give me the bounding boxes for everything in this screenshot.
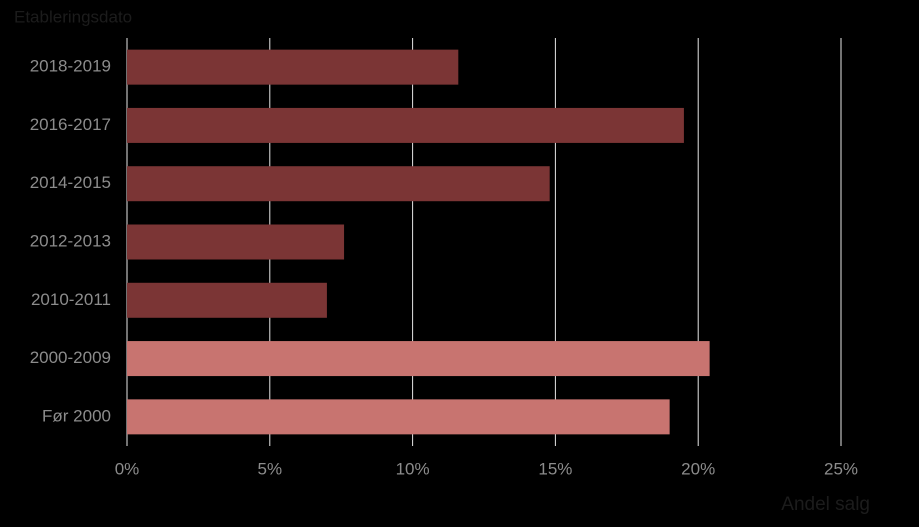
y-tick-label: 2018-2019 — [30, 57, 111, 76]
x-axis-label: Andel salg — [781, 494, 870, 515]
y-tick-label: 2000-2009 — [30, 348, 111, 367]
x-tick-label: 25% — [824, 459, 858, 478]
bar — [127, 107, 684, 143]
bar — [127, 49, 459, 85]
bar — [127, 399, 670, 435]
bar — [127, 341, 710, 377]
x-tick-label: 20% — [681, 459, 715, 478]
y-tick-label: 2016-2017 — [30, 115, 111, 134]
bar — [127, 224, 345, 260]
y-tick-label: Før 2000 — [42, 406, 111, 425]
y-axis-label: Etableringsdato — [14, 7, 132, 26]
x-tick-label: 10% — [396, 459, 430, 478]
x-tick-label: 5% — [258, 459, 283, 478]
x-tick-label: 0% — [115, 459, 140, 478]
y-tick-label: 2014-2015 — [30, 173, 111, 192]
y-tick-label: 2012-2013 — [30, 231, 111, 250]
x-tick-label: 15% — [538, 459, 572, 478]
bar — [127, 282, 327, 318]
bar — [127, 166, 550, 202]
y-tick-label: 2010-2011 — [31, 290, 111, 309]
